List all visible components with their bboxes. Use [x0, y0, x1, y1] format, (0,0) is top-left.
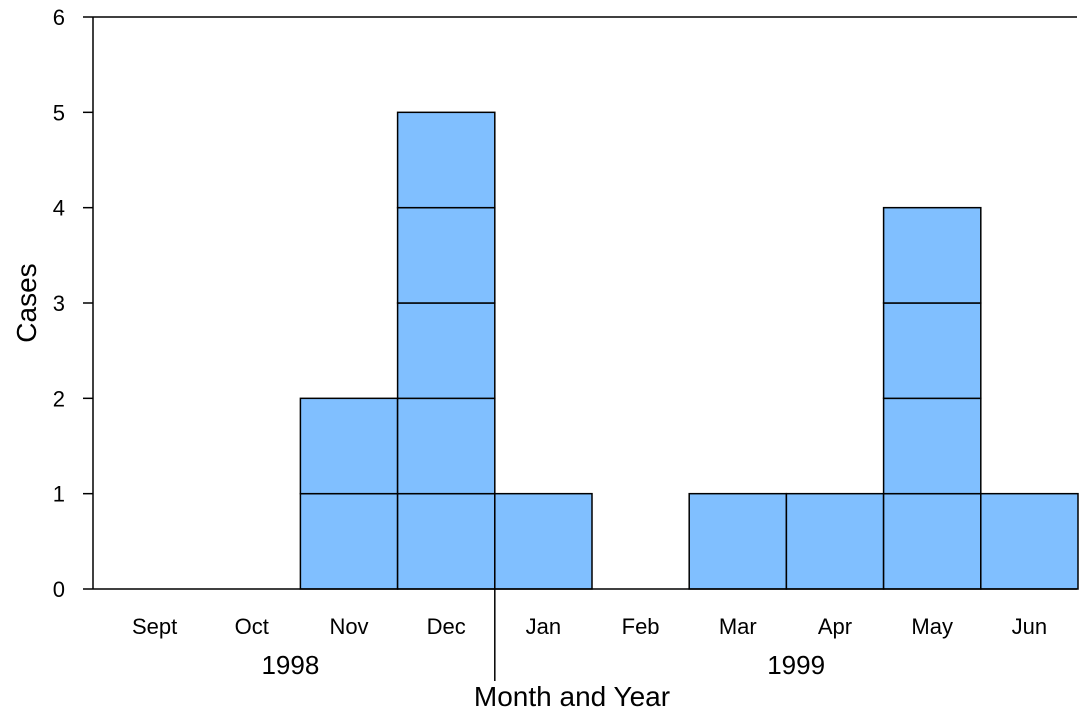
year-label: 1999: [767, 650, 825, 680]
y-axis-label: Cases: [11, 263, 42, 342]
y-tick-label: 6: [53, 5, 65, 30]
y-tick-label: 0: [53, 577, 65, 602]
case-block: [396, 302, 496, 400]
x-tick-labels: Sept Oct Nov Dec Jan Feb Mar Apr May Jun: [132, 614, 1047, 639]
year-labels: 1998 1999: [261, 650, 825, 680]
x-tick-label: Jun: [1012, 614, 1047, 639]
x-tick-label: Dec: [427, 614, 466, 639]
case-block: [299, 492, 399, 590]
x-tick-label: Nov: [329, 614, 368, 639]
case-block: [882, 302, 982, 400]
case-block: [299, 397, 399, 495]
x-tick-label: May: [911, 614, 953, 639]
case-block: [396, 206, 496, 304]
y-tick-label: 2: [53, 386, 65, 411]
y-tick-label: 4: [53, 196, 65, 221]
case-block: [882, 206, 982, 304]
y-tick-label: 5: [53, 100, 65, 125]
bars-layer: [299, 111, 1079, 590]
x-axis-label: Month and Year: [474, 681, 670, 712]
case-block: [396, 397, 496, 495]
case-block: [396, 492, 496, 590]
case-block: [688, 492, 788, 590]
case-block: [494, 492, 593, 590]
case-block: [882, 492, 982, 590]
case-block: [396, 111, 496, 209]
x-tick-label: Apr: [818, 614, 852, 639]
x-tick-label: Oct: [235, 614, 269, 639]
x-tick-label: Sept: [132, 614, 177, 639]
case-block: [882, 397, 982, 495]
y-ticks: 0 1 2 3 4 5 6: [53, 5, 93, 602]
year-label: 1998: [261, 650, 319, 680]
case-block: [785, 492, 885, 590]
x-tick-label: Feb: [622, 614, 660, 639]
y-tick-label: 3: [53, 291, 65, 316]
y-tick-label: 1: [53, 482, 65, 507]
x-tick-label: Mar: [719, 614, 757, 639]
x-tick-label: Jan: [526, 614, 561, 639]
case-block: [980, 492, 1079, 590]
